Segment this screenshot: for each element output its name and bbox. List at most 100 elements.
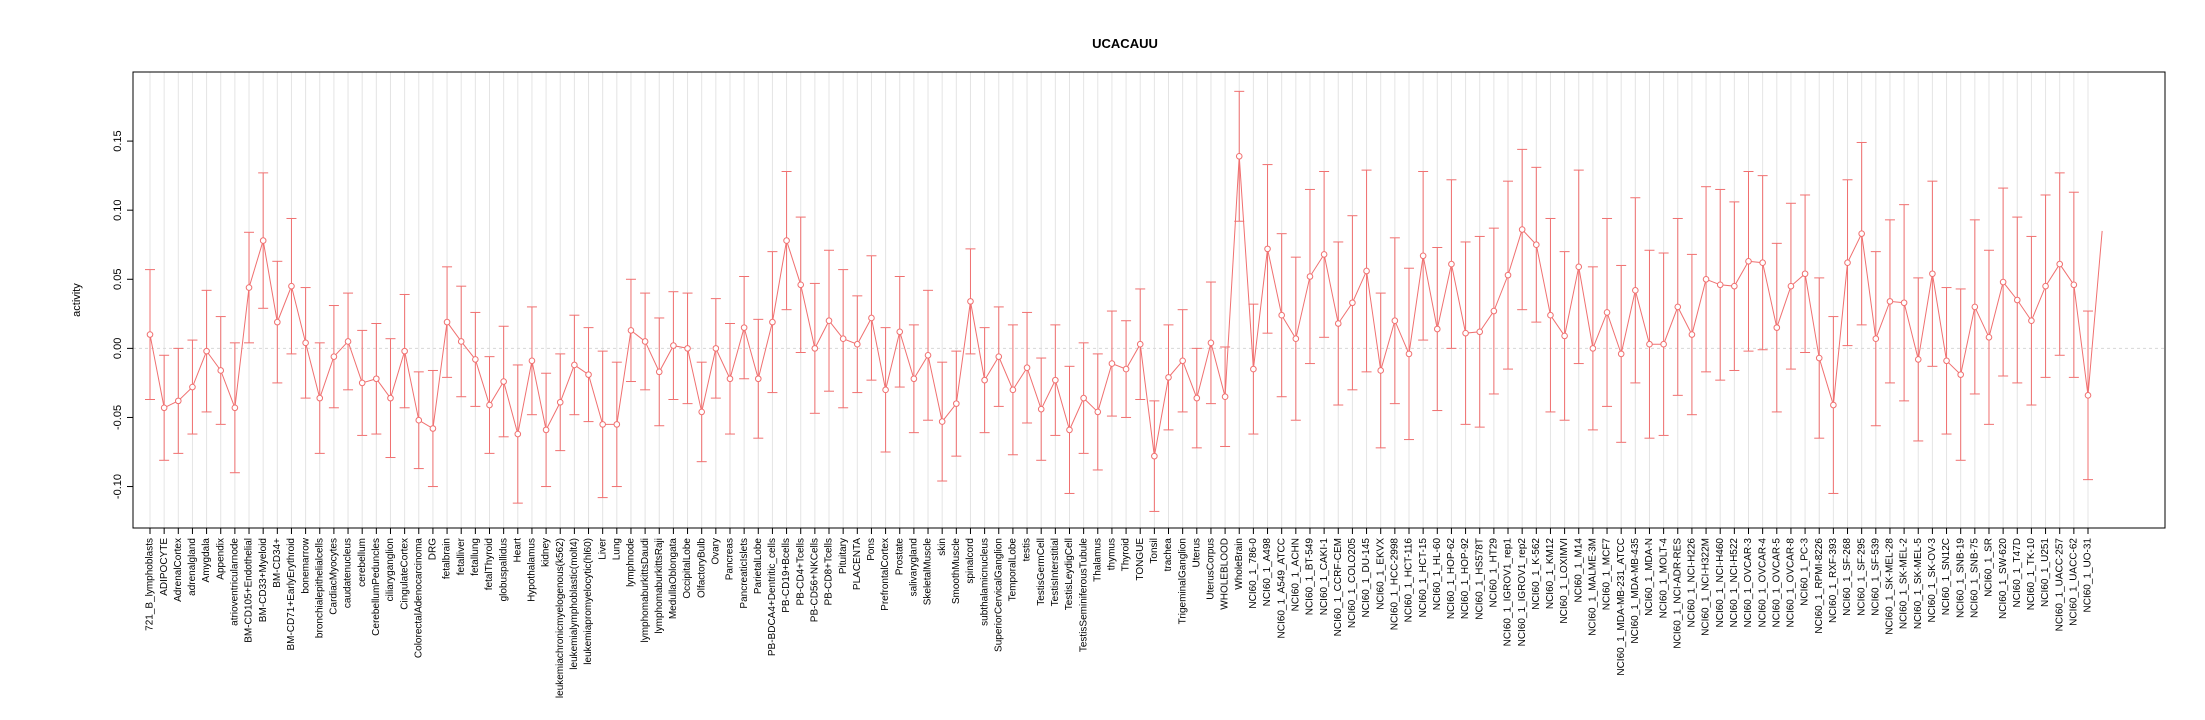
x-tick-label: TestisInterstitial (1050, 538, 1061, 606)
x-tick-label: bonemarrow (300, 537, 311, 593)
x-tick-label: fetalliver (456, 537, 467, 575)
x-tick-label: NCI60_1_OVCAR-4 (1757, 538, 1768, 628)
data-point (231, 404, 239, 412)
data-point (302, 339, 309, 347)
data-point (160, 404, 168, 412)
x-tick-label: NCI60_1_SW-620 (1998, 538, 2009, 619)
data-point (1151, 452, 1158, 460)
x-tick-label: BM-CD33+Myeloid (258, 538, 269, 622)
x-tick-label: NCI60_1_UO-31 (2083, 538, 2094, 613)
data-point (571, 361, 578, 369)
x-tick-label: fetallung (470, 538, 481, 576)
data-point (1136, 340, 1144, 348)
x-tick-label: ADIPOCYTE (159, 538, 170, 596)
x-tick-label: NCI60_1_KM12 (1545, 538, 1556, 610)
data-point (655, 368, 663, 376)
data-point (2070, 281, 2078, 289)
x-tick-label: TemporalLobe (1008, 538, 1019, 602)
x-tick-label: DRG (428, 538, 439, 560)
data-point (882, 386, 889, 394)
x-tick-label: Amygdala (201, 538, 212, 583)
x-tick-label: CerebellumPeduncles (371, 538, 382, 636)
x-tick-label: NCI60_1_OVCAR-3 (1743, 538, 1754, 628)
x-tick-label: ciliaryganglion (385, 538, 396, 601)
data-point (599, 421, 606, 428)
x-tick-label: fetalThyroid (484, 538, 495, 590)
x-tick-label: thymus (1107, 538, 1118, 570)
data-point (1080, 394, 1087, 402)
data-point (839, 335, 847, 342)
data-point (472, 356, 479, 363)
x-tick-label: NCI60_1_SF-539 (1870, 538, 1881, 616)
x-tick-label: globuspallidus (498, 538, 509, 601)
x-tick-label: TrigeminalGanglion (1177, 538, 1188, 624)
data-point (1787, 282, 1795, 290)
x-tick-label: NCI60_1_CCRF-CEM (1333, 538, 1344, 636)
data-point (896, 328, 904, 336)
data-point (1914, 356, 1922, 363)
data-point (1504, 271, 1512, 279)
x-tick-label: NCI60_1_SR (1984, 538, 1995, 597)
data-point (514, 430, 522, 438)
y-tick-label: -0.10 (112, 474, 124, 499)
data-point (1759, 259, 1766, 266)
data-point (1009, 386, 1017, 394)
data-point (811, 345, 819, 352)
data-point (1320, 251, 1328, 258)
data-point (1943, 357, 1950, 365)
data-point (1052, 376, 1059, 384)
x-tick-label: NCI60_1_SF-295 (1856, 538, 1867, 616)
data-point (981, 376, 988, 384)
data-point (1688, 331, 1696, 338)
data-point (769, 318, 776, 326)
data-point (1334, 320, 1342, 327)
x-tick-label: NCI60_1_ACHN (1290, 538, 1301, 611)
y-tick-label: -0.05 (112, 405, 124, 430)
data-point (1660, 340, 1667, 348)
x-tick-label: NCI60_1_HOP-62 (1446, 538, 1457, 620)
data-point (825, 317, 833, 325)
data-point (1108, 360, 1116, 367)
data-point (457, 338, 465, 345)
data-point (1023, 364, 1031, 372)
data-point (1872, 335, 1880, 342)
x-tick-label: NCI60_1_U251 (2040, 538, 2051, 607)
x-tick-label: Uterus (1191, 538, 1202, 567)
x-tick-label: WHOLEBLOOD (1220, 538, 1231, 610)
data-point (1094, 408, 1102, 416)
x-tick-label: NCI60_1_HOP-92 (1460, 538, 1471, 620)
x-tick-label: adrenalgland (187, 538, 198, 596)
chart-title: UCACAUU (1092, 36, 1158, 51)
data-point (1533, 241, 1540, 249)
data-point (2013, 296, 2021, 304)
data-point (556, 398, 564, 406)
x-tick-label: NCI60_1_SK-MEL-2 (1899, 538, 1910, 630)
x-tick-label: salivarygland (909, 538, 920, 596)
data-point (1702, 275, 1710, 283)
data-point (2028, 317, 2035, 325)
x-tick-label: AdrenalCortex (173, 538, 184, 602)
data-point (783, 237, 790, 244)
x-tick-label: NCI60_1_OVCAR-5 (1771, 538, 1782, 628)
data-point (1122, 365, 1130, 373)
data-point (627, 327, 635, 334)
data-point (1518, 226, 1526, 233)
data-point (1490, 307, 1498, 315)
data-point (1433, 325, 1441, 333)
x-tick-label: leukemiachronicmyelogenous(k562) (555, 538, 566, 698)
data-point (2084, 392, 2092, 399)
data-point (174, 397, 182, 405)
data-point (1561, 332, 1568, 340)
x-tick-label: NCI60_1_HCT-116 (1404, 538, 1415, 623)
x-tick-label: NCI60_1_MOLT-4 (1658, 538, 1669, 619)
data-point (1250, 365, 1257, 373)
data-point (585, 371, 592, 378)
data-point (1886, 298, 1894, 305)
data-point (1589, 345, 1597, 352)
data-point (1419, 252, 1427, 260)
data-point (1745, 258, 1752, 265)
data-point (203, 347, 210, 355)
data-point (1448, 260, 1455, 268)
y-tick-label: 0.00 (112, 338, 124, 359)
x-tick-label: NCI60_1_UACC-62 (2068, 538, 2079, 626)
